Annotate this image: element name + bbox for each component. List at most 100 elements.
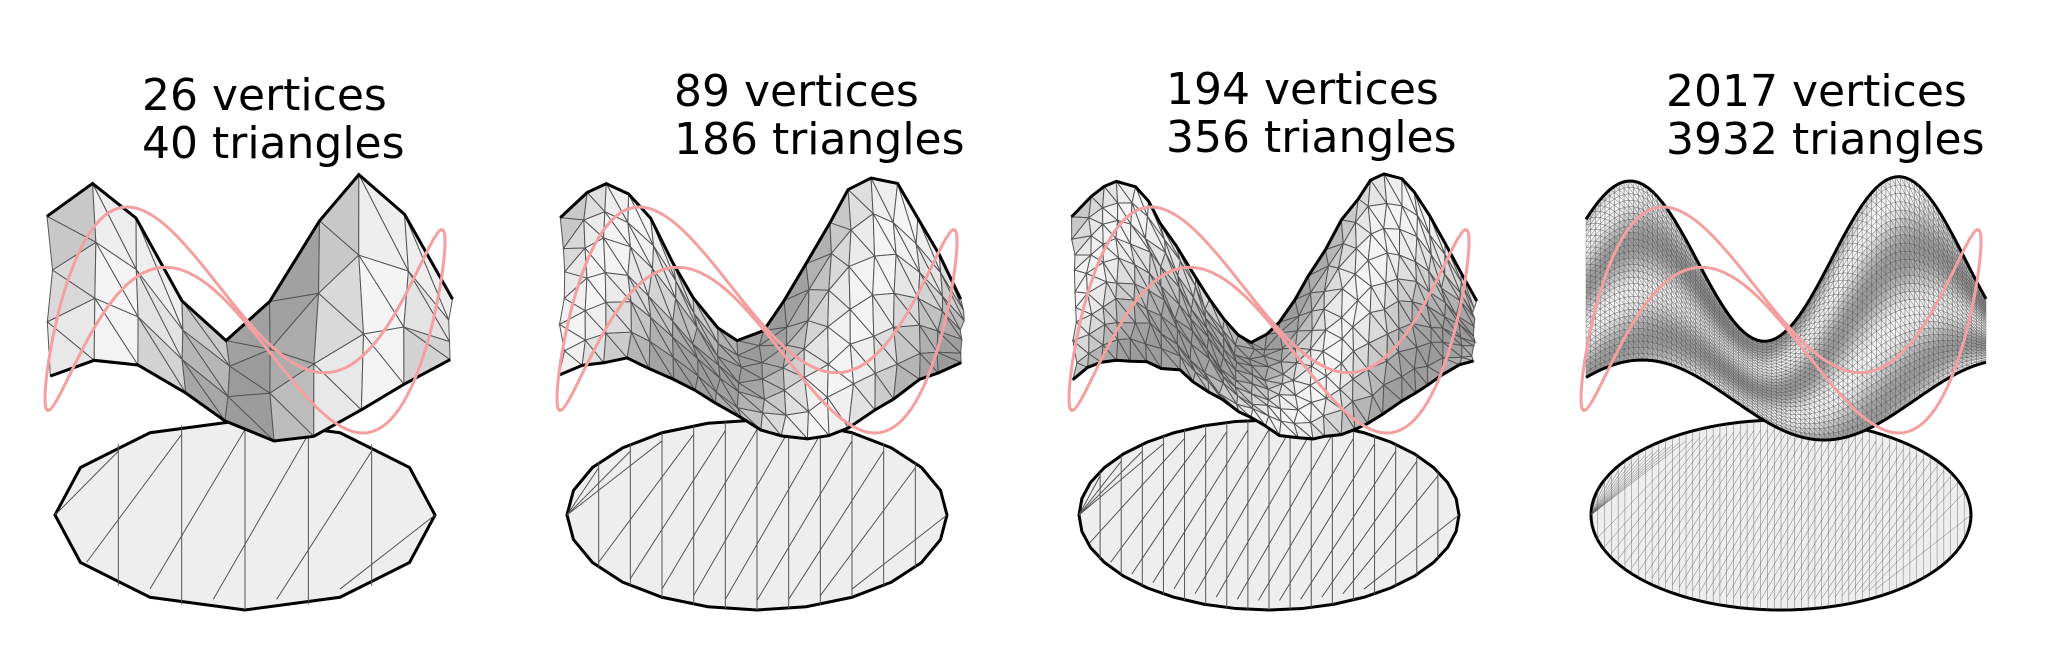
disk-edge [566, 450, 631, 516]
disk-edge [1760, 436, 1856, 601]
triangles-label: 186 triangles [674, 114, 965, 165]
disk-edge [212, 434, 309, 600]
disk-edge [851, 514, 948, 590]
disk-edge [1835, 461, 1931, 598]
disk-edge [1767, 437, 1863, 601]
disk-edge [1841, 466, 1938, 597]
mesh-illustration-2 [555, 176, 965, 612]
disk-edge [1617, 435, 1714, 560]
saddle-surface [1584, 175, 1988, 442]
vertices-label: 2017 vertices [1666, 66, 1967, 117]
disk-edge [1645, 431, 1741, 575]
boundary-curve [1067, 205, 1471, 435]
disk-edge [1590, 442, 1680, 516]
disk-edge [1672, 429, 1768, 586]
panel-1: 26 vertices 40 triangles [0, 0, 512, 650]
disk-edge [566, 467, 600, 516]
triangles-label: 356 triangles [1166, 112, 1457, 163]
surface-bottom-edge [1071, 358, 1474, 441]
disk-edge [1321, 460, 1418, 598]
disk-edge [276, 451, 373, 600]
disk-mesh-lines [1078, 420, 1460, 610]
disk-edge [724, 434, 821, 600]
disk-edge [1078, 450, 1143, 516]
disk-edge [1590, 449, 1659, 516]
disk-edge [1740, 432, 1836, 599]
triangles-label: 40 triangles [142, 118, 405, 169]
panel-4: 2017 vertices 3932 triangles [1536, 0, 2048, 650]
panel-3: 194 vertices 356 triangles [1024, 0, 1536, 650]
disk-edge [1658, 430, 1755, 581]
disk-edge [1638, 432, 1734, 572]
disk-edge [1604, 437, 1700, 547]
disk-edge [1726, 431, 1822, 598]
disk-edge [1215, 431, 1312, 598]
disk-edge [1590, 440, 1687, 516]
disk-edge [1719, 430, 1816, 597]
disk-edge [1590, 444, 1673, 516]
disk-edge [1300, 451, 1397, 600]
disk-edge [1807, 449, 1904, 600]
disk-edge [1078, 443, 1164, 516]
disk-edge [1279, 443, 1375, 601]
disk-edge [149, 429, 246, 590]
caption-4: 2017 vertices 3932 triangles [1666, 68, 1985, 164]
boundary-curve [43, 205, 447, 435]
base-disk [1589, 418, 1973, 612]
disk-edge [1363, 514, 1460, 590]
disk-edge [566, 440, 663, 516]
disk-edge [1706, 429, 1802, 594]
disk-edge [661, 429, 758, 590]
disk-edge [1685, 429, 1782, 590]
disk-edge [1651, 430, 1748, 578]
disk-edge [1590, 455, 1646, 516]
disk-edge [693, 430, 790, 596]
disk-edge [1624, 433, 1721, 564]
disk-edge [1692, 429, 1788, 591]
surface-bottom-edge [558, 356, 962, 441]
disk-edge [1814, 452, 1911, 600]
disk-edge [1236, 434, 1333, 600]
disk-edge [1194, 429, 1291, 595]
disk-edge [1665, 429, 1761, 584]
disk-edge [1110, 434, 1207, 563]
disk-edge [629, 430, 726, 579]
triangles-label: 3932 triangles [1666, 114, 1985, 165]
mesh-illustration-1 [43, 172, 454, 612]
disk-edge [1611, 436, 1707, 554]
disk-edge [1590, 470, 1619, 516]
vertices-label: 194 vertices [1166, 64, 1439, 115]
disk-edge [1089, 438, 1185, 544]
disk-edge [1590, 466, 1626, 516]
disk-edge [1590, 492, 1598, 516]
disk-edge [1131, 431, 1228, 575]
panel-2: 89 vertices 186 triangles [512, 0, 1024, 650]
disk-edge [1173, 429, 1270, 590]
disk-edge [1875, 514, 1972, 590]
vertices-label: 26 vertices [142, 70, 387, 121]
disk-edge [1590, 452, 1653, 516]
disk-edge [1590, 458, 1639, 516]
base-disk [1077, 418, 1461, 612]
disk-edge [1152, 429, 1249, 583]
disk-mesh-lines [1590, 420, 1972, 610]
disk-edge [788, 451, 885, 600]
disk-edge [1590, 461, 1632, 516]
disk-edge [1787, 442, 1883, 601]
caption-1: 26 vertices 40 triangles [142, 72, 405, 168]
disk-edge [1712, 430, 1809, 595]
vertices-label: 89 vertices [674, 66, 919, 117]
saddle-surface [1070, 172, 1479, 441]
disk-edge [1258, 438, 1354, 601]
disk-edge [1590, 476, 1612, 516]
disk-edge [598, 434, 695, 563]
disk-edge [756, 440, 853, 601]
disk-edge [1774, 439, 1870, 601]
mesh-illustration-3 [1067, 172, 1479, 612]
disk-edge [1821, 455, 1917, 599]
disk-edge [1855, 476, 1951, 594]
disk-edge [1746, 433, 1843, 600]
disk-edge [1590, 483, 1605, 516]
disk-mesh-lines [54, 420, 436, 610]
disk-edge [54, 450, 119, 516]
